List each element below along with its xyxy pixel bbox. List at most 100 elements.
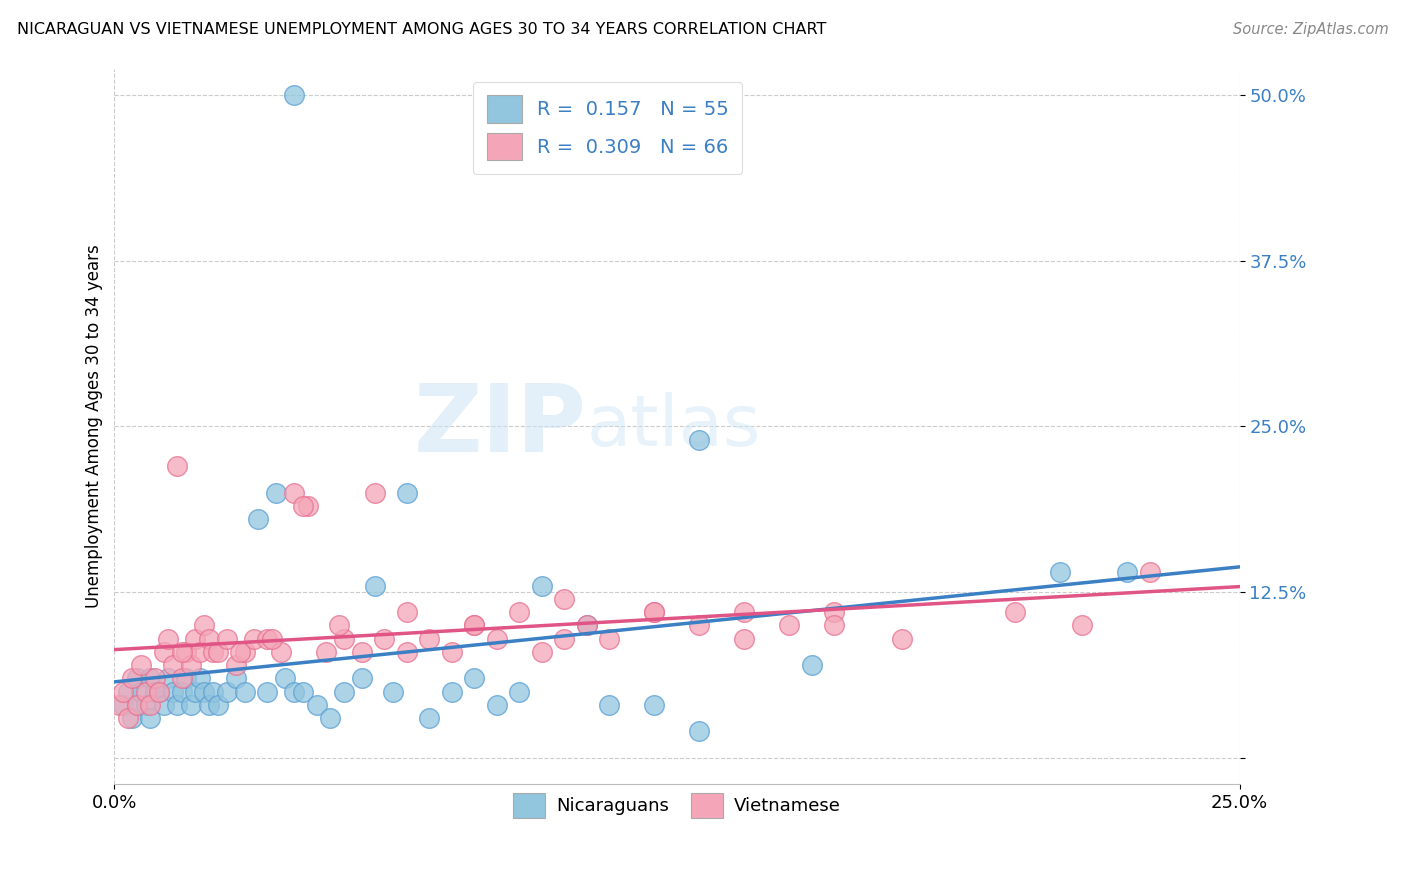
Point (233, 645, 256, 659)
Point (121, 672, 143, 686)
Point (485, 698, 508, 712)
Point (643, 698, 665, 712)
Point (157, 632, 180, 646)
Point (891, 632, 914, 646)
Point (292, 499, 315, 513)
Point (734, 632, 756, 646)
Point (215, 632, 238, 646)
Point (166, 459, 188, 474)
Point (530, 578, 553, 592)
Point (176, 672, 198, 686)
Point (824, 618, 846, 632)
Point (207, 698, 229, 712)
Point (162, 684, 184, 698)
Point (1049, 566, 1071, 580)
Point (184, 632, 207, 646)
Point (373, 632, 395, 646)
Point (170, 645, 193, 659)
Point (112, 698, 135, 712)
Point (688, 724, 710, 739)
Point (117, 711, 139, 725)
Point (198, 698, 221, 712)
Point (170, 684, 193, 698)
Point (350, 645, 373, 659)
Point (283, 684, 305, 698)
Point (364, 578, 387, 592)
Point (153, 698, 176, 712)
Point (598, 632, 620, 646)
Point (121, 711, 143, 725)
Point (256, 684, 278, 698)
Point (553, 632, 575, 646)
Point (215, 684, 238, 698)
Point (575, 618, 598, 632)
Point (824, 605, 846, 619)
Point (125, 672, 148, 686)
Point (225, 658, 247, 673)
Point (575, 618, 598, 632)
Point (202, 645, 225, 659)
Point (148, 684, 170, 698)
Point (170, 672, 193, 686)
Point (315, 645, 337, 659)
Point (333, 684, 356, 698)
Point (643, 605, 665, 619)
Point (135, 698, 157, 712)
Point (157, 672, 180, 686)
Point (202, 684, 225, 698)
Point (333, 632, 356, 646)
Point (643, 605, 665, 619)
Point (463, 618, 485, 632)
Point (162, 658, 184, 673)
Point (139, 672, 162, 686)
Point (139, 711, 162, 725)
Point (180, 658, 202, 673)
Point (1139, 566, 1161, 580)
Point (530, 645, 553, 659)
Point (382, 684, 405, 698)
Point (143, 672, 166, 686)
Point (801, 658, 824, 673)
Point (1004, 605, 1026, 619)
Point (319, 711, 342, 725)
Point (184, 684, 207, 698)
Point (176, 645, 198, 659)
Point (108, 698, 131, 712)
Point (418, 711, 440, 725)
Point (440, 645, 463, 659)
Point (395, 485, 418, 500)
Point (350, 672, 373, 686)
Point (188, 672, 211, 686)
Point (131, 658, 153, 673)
Point (188, 645, 211, 659)
Point (1116, 566, 1139, 580)
Point (274, 672, 297, 686)
Point (418, 632, 440, 646)
Text: atlas: atlas (586, 392, 761, 461)
Point (166, 698, 188, 712)
Point (270, 645, 292, 659)
Point (180, 698, 202, 712)
Point (598, 698, 620, 712)
Point (688, 433, 710, 447)
Point (135, 684, 157, 698)
Point (440, 684, 463, 698)
Point (233, 684, 256, 698)
Point (125, 698, 148, 712)
Point (260, 632, 283, 646)
Point (131, 684, 153, 698)
Point (485, 632, 508, 646)
Point (193, 618, 215, 632)
Point (153, 645, 176, 659)
Point (112, 684, 135, 698)
Point (229, 645, 252, 659)
Point (553, 591, 575, 606)
Point (283, 485, 305, 500)
Point (508, 684, 530, 698)
Point (292, 684, 315, 698)
Point (247, 512, 270, 526)
Point (256, 632, 278, 646)
Point (225, 672, 247, 686)
Point (779, 618, 801, 632)
Point (148, 684, 170, 698)
